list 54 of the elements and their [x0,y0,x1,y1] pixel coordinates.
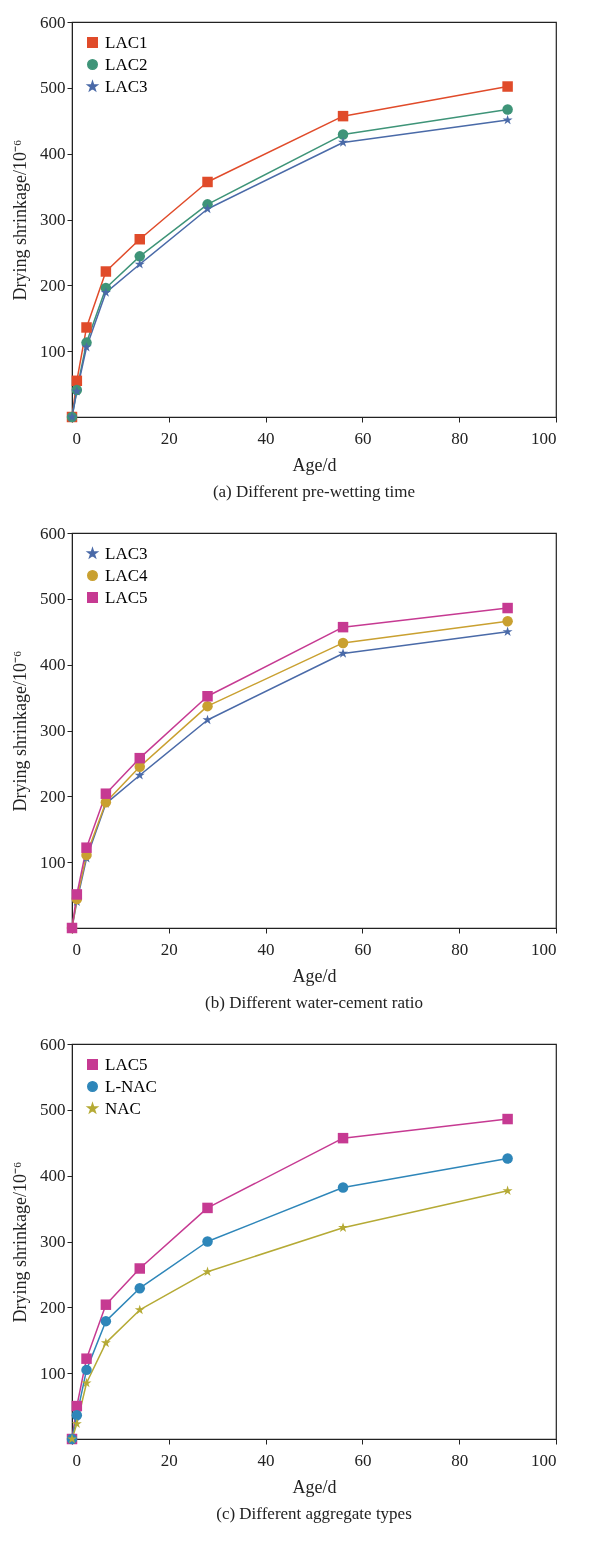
y-tick-label: 600 [40,1034,66,1054]
text: (c) Different aggregate types [216,1504,412,1523]
legend-label: LAC5 [105,1054,148,1074]
y-tick-label: 400 [40,1166,66,1186]
x-tick-label: 0 [72,939,81,959]
y-axis-title: Drying shrinkage/10⁻⁶ [10,1161,30,1323]
x-tick-label: 40 [257,1450,275,1470]
x-tick-label: 60 [354,428,372,448]
y-tick-label: 500 [40,589,66,609]
y-tick-label: 200 [40,275,66,295]
x-tick-label: 40 [257,428,275,448]
y-tick-label: 300 [40,721,66,740]
y-tick-label: 300 [40,210,66,229]
y-axis-title: Drying shrinkage/10⁻⁶ [10,650,30,812]
x-tick-label: 100 [531,1450,557,1470]
y-tick-label: 500 [40,78,66,98]
legend-label: LAC3 [105,543,148,563]
x-tick-label: 20 [160,939,178,959]
x-tick-label: 60 [354,1450,372,1470]
y-tick-label: 100 [40,1363,66,1383]
x-axis-title: Age/d [292,965,337,986]
legend-label: LAC2 [105,54,148,74]
legend-label: LAC1 [105,32,148,52]
text: (a) Different pre-wetting time [212,482,416,501]
y-tick-label: 100 [40,852,66,872]
x-axis-title: Age/d [292,1476,337,1497]
x-tick-label: 80 [451,1450,469,1470]
x-tick-label: 20 [160,1450,178,1470]
x-tick-label: 40 [257,939,275,959]
x-tick-label: 60 [354,939,372,959]
legend-label: LAC4 [105,565,148,585]
legend-label: L-NAC [105,1076,157,1096]
y-tick-label: 200 [40,1297,66,1317]
legend-label: NAC [105,1098,141,1118]
x-tick-label: 100 [531,428,557,448]
y-tick-label: 400 [40,655,66,675]
y-tick-label: 600 [40,12,66,32]
text: (b) Different water-cement ratio [205,993,423,1012]
x-tick-label: 20 [160,428,178,448]
x-tick-label: 100 [531,939,557,959]
y-axis-title: Drying shrinkage/10⁻⁶ [10,139,30,301]
y-tick-label: 100 [40,341,66,361]
x-tick-label: 80 [451,428,469,448]
x-tick-label: 0 [72,1450,81,1470]
y-tick-label: 400 [40,144,66,164]
y-tick-label: 500 [40,1100,66,1120]
y-tick-label: 200 [40,786,66,806]
x-tick-label: 0 [72,428,81,448]
legend-label: LAC5 [105,587,148,607]
y-tick-label: 300 [40,1232,66,1251]
x-tick-label: 80 [451,939,469,959]
x-axis-title: Age/d [292,454,337,475]
legend-label: LAC3 [105,76,148,96]
y-tick-label: 600 [40,523,66,543]
